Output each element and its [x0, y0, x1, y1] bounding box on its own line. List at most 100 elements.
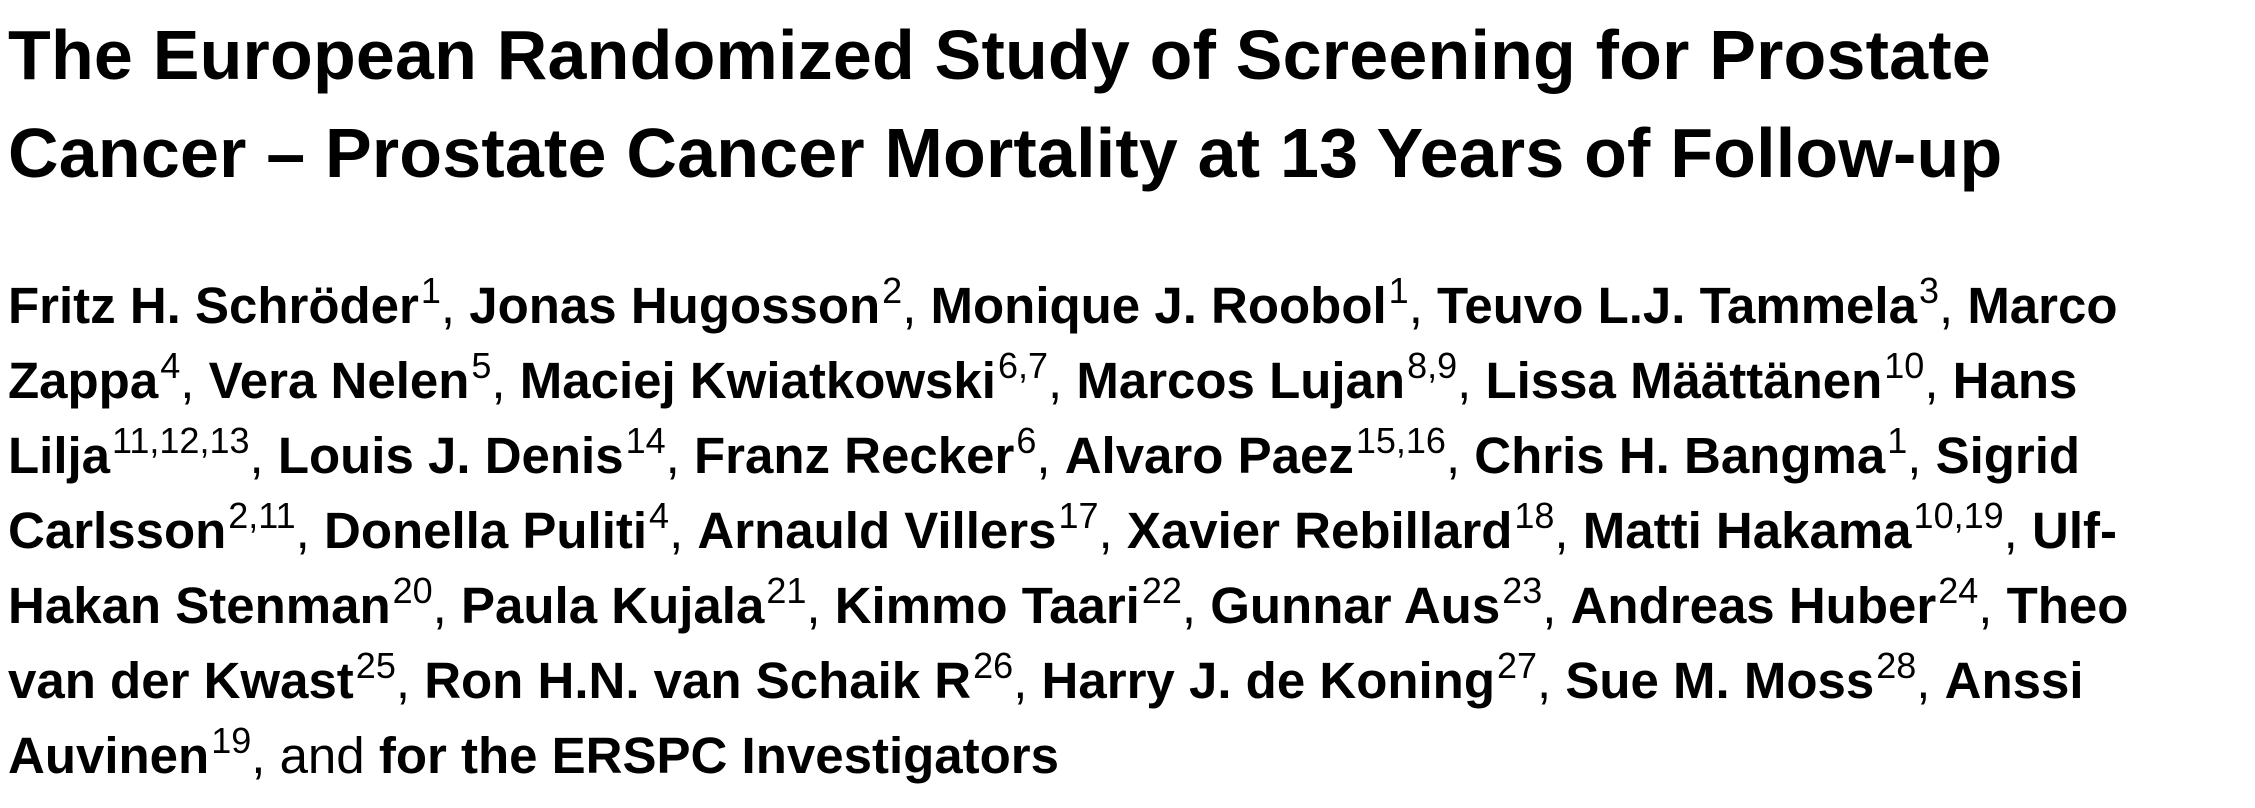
author-name: Kimmo Taari — [834, 577, 1140, 634]
affiliation-superscript: 10,19 — [1913, 495, 2004, 536]
author-name: Jonas Hugosson — [469, 277, 881, 334]
author-name: Chris H. Bangma — [1474, 427, 1886, 484]
affiliation-superscript: 6,7 — [997, 345, 1048, 386]
affiliation-superscript: 4 — [649, 495, 670, 536]
author-separator: , — [1537, 652, 1566, 709]
author-name: Theo — [2006, 577, 2129, 634]
affiliation-superscript: 19 — [211, 720, 252, 761]
author-line: Lilja11,12,13, Louis J. Denis14, Franz R… — [8, 418, 2253, 493]
author-separator: , — [1542, 577, 1571, 634]
paper-header: The European Randomized Study of Screeni… — [8, 0, 2248, 784]
author-name: Ulf- — [2031, 502, 2117, 559]
author-separator: , — [1048, 352, 1077, 409]
author-name: Marco — [1967, 277, 2118, 334]
affiliation-superscript: 14 — [625, 420, 666, 461]
affiliation-superscript: 22 — [1141, 570, 1182, 611]
author-separator: , — [665, 427, 694, 484]
author-separator: , — [1907, 427, 1936, 484]
author-separator: , — [180, 352, 209, 409]
author-name: Donella Puliti — [324, 502, 648, 559]
author-name: Hans — [1952, 352, 2078, 409]
author-name: Zappa — [8, 352, 159, 409]
author-name: Fritz H. Schröder — [8, 277, 419, 334]
paper-title: The European Randomized Study of Screeni… — [8, 0, 2248, 202]
affiliation-superscript: 23 — [1502, 570, 1543, 611]
author-name: Gunnar Aus — [1210, 577, 1501, 634]
affiliation-superscript: 27 — [1496, 645, 1538, 686]
affiliation-superscript: 25 — [355, 645, 396, 686]
author-name: Arnauld Villers — [697, 502, 1057, 559]
affiliation-superscript: 5 — [471, 345, 492, 386]
author-separator: , — [1916, 652, 1945, 709]
author-separator: , — [806, 577, 835, 634]
affiliation-superscript: 10 — [1884, 345, 1925, 386]
author-name: Sigrid — [1935, 427, 2081, 484]
affiliation-superscript: 1 — [1887, 420, 1908, 461]
author-name: Louis J. Denis — [277, 427, 624, 484]
author-name: Ron H.N. van Schaik R — [424, 652, 972, 709]
author-line: Zappa4, Vera Nelen5, Maciej Kwiatkowski6… — [8, 343, 2253, 418]
author-separator: , — [1924, 352, 1953, 409]
author-separator: , — [1098, 502, 1127, 559]
affiliation-superscript: 20 — [392, 570, 433, 611]
group-author: for the ERSPC Investigators — [378, 727, 1059, 784]
author-separator: , — [1181, 577, 1211, 634]
affiliation-superscript: 6 — [1016, 420, 1037, 461]
author-name: Paula Kujala — [461, 577, 765, 634]
title-line-1: The European Randomized Study of Screeni… — [8, 16, 1991, 94]
affiliation-superscript: 26 — [973, 645, 1014, 686]
affiliation-superscript: 17 — [1058, 495, 1099, 536]
author-line: Hakan Stenman20, Paula Kujala21, Kimmo T… — [8, 568, 2253, 643]
author-separator: , — [395, 652, 425, 709]
author-list: Fritz H. Schröder1, Jonas Hugosson2, Mon… — [8, 268, 2253, 793]
author-separator: , — [1978, 577, 2007, 634]
author-name: Teuvo L.J. Tammela — [1437, 277, 1917, 334]
author-separator: , — [669, 502, 698, 559]
author-name: Xavier Rebillard — [1126, 502, 1513, 559]
affiliation-superscript: 21 — [766, 570, 807, 611]
author-line: Carlsson2,11, Donella Puliti4, Arnauld V… — [8, 493, 2253, 568]
affiliation-superscript: 1 — [1388, 270, 1409, 311]
affiliation-superscript: 15,16 — [1355, 420, 1446, 461]
author-separator: , — [432, 577, 462, 634]
author-name: Monique J. Roobol — [930, 277, 1387, 334]
author-name: Marcos Lujan — [1076, 352, 1406, 409]
author-separator: , — [440, 277, 470, 334]
author-separator: , — [295, 502, 324, 559]
author-separator: , — [2003, 502, 2032, 559]
author-name: Andreas Huber — [1570, 577, 1937, 634]
author-name: Anssi — [1944, 652, 2084, 709]
author-name: Alvaro Paez — [1064, 427, 1354, 484]
affiliation-superscript: 11,12,13 — [112, 420, 250, 461]
author-separator: , — [1457, 352, 1486, 409]
author-separator: , — [249, 427, 278, 484]
author-separator: , — [1013, 652, 1042, 709]
affiliation-superscript: 1 — [420, 270, 441, 311]
author-line: Fritz H. Schröder1, Jonas Hugosson2, Mon… — [8, 268, 2253, 343]
affiliation-superscript: 2 — [882, 270, 903, 311]
author-separator: , — [1938, 277, 1968, 334]
author-name: Vera Nelen — [208, 352, 470, 409]
affiliation-superscript: 4 — [160, 345, 181, 386]
author-name: Lissa Määttänen — [1485, 352, 1883, 409]
author-name: Sue M. Moss — [1565, 652, 1875, 709]
author-name: Harry J. de Koning — [1041, 652, 1495, 709]
author-name: Carlsson — [8, 502, 227, 559]
affiliation-superscript: 28 — [1876, 645, 1917, 686]
author-separator: , — [491, 352, 520, 409]
affiliation-superscript: 3 — [1918, 270, 1939, 311]
author-separator: , — [1408, 277, 1438, 334]
affiliation-superscript: 24 — [1938, 570, 1979, 611]
affiliation-superscript: 8,9 — [1407, 345, 1458, 386]
title-line-2: Cancer – Prostate Cancer Mortality at 13… — [8, 114, 2003, 192]
author-line: van der Kwast25, Ron H.N. van Schaik R26… — [8, 643, 2253, 718]
author-name: Auvinen — [8, 727, 210, 784]
author-name: Maciej Kwiatkowski — [519, 352, 996, 409]
author-separator: , — [1445, 427, 1475, 484]
author-name: Lilja — [8, 427, 111, 484]
author-line: Auvinen19, and for the ERSPC Investigato… — [8, 718, 2253, 793]
affiliation-superscript: 18 — [1514, 495, 1555, 536]
author-separator: , — [1554, 502, 1583, 559]
author-name: Matti Hakama — [1582, 502, 1912, 559]
author-name: van der Kwast — [8, 652, 354, 709]
